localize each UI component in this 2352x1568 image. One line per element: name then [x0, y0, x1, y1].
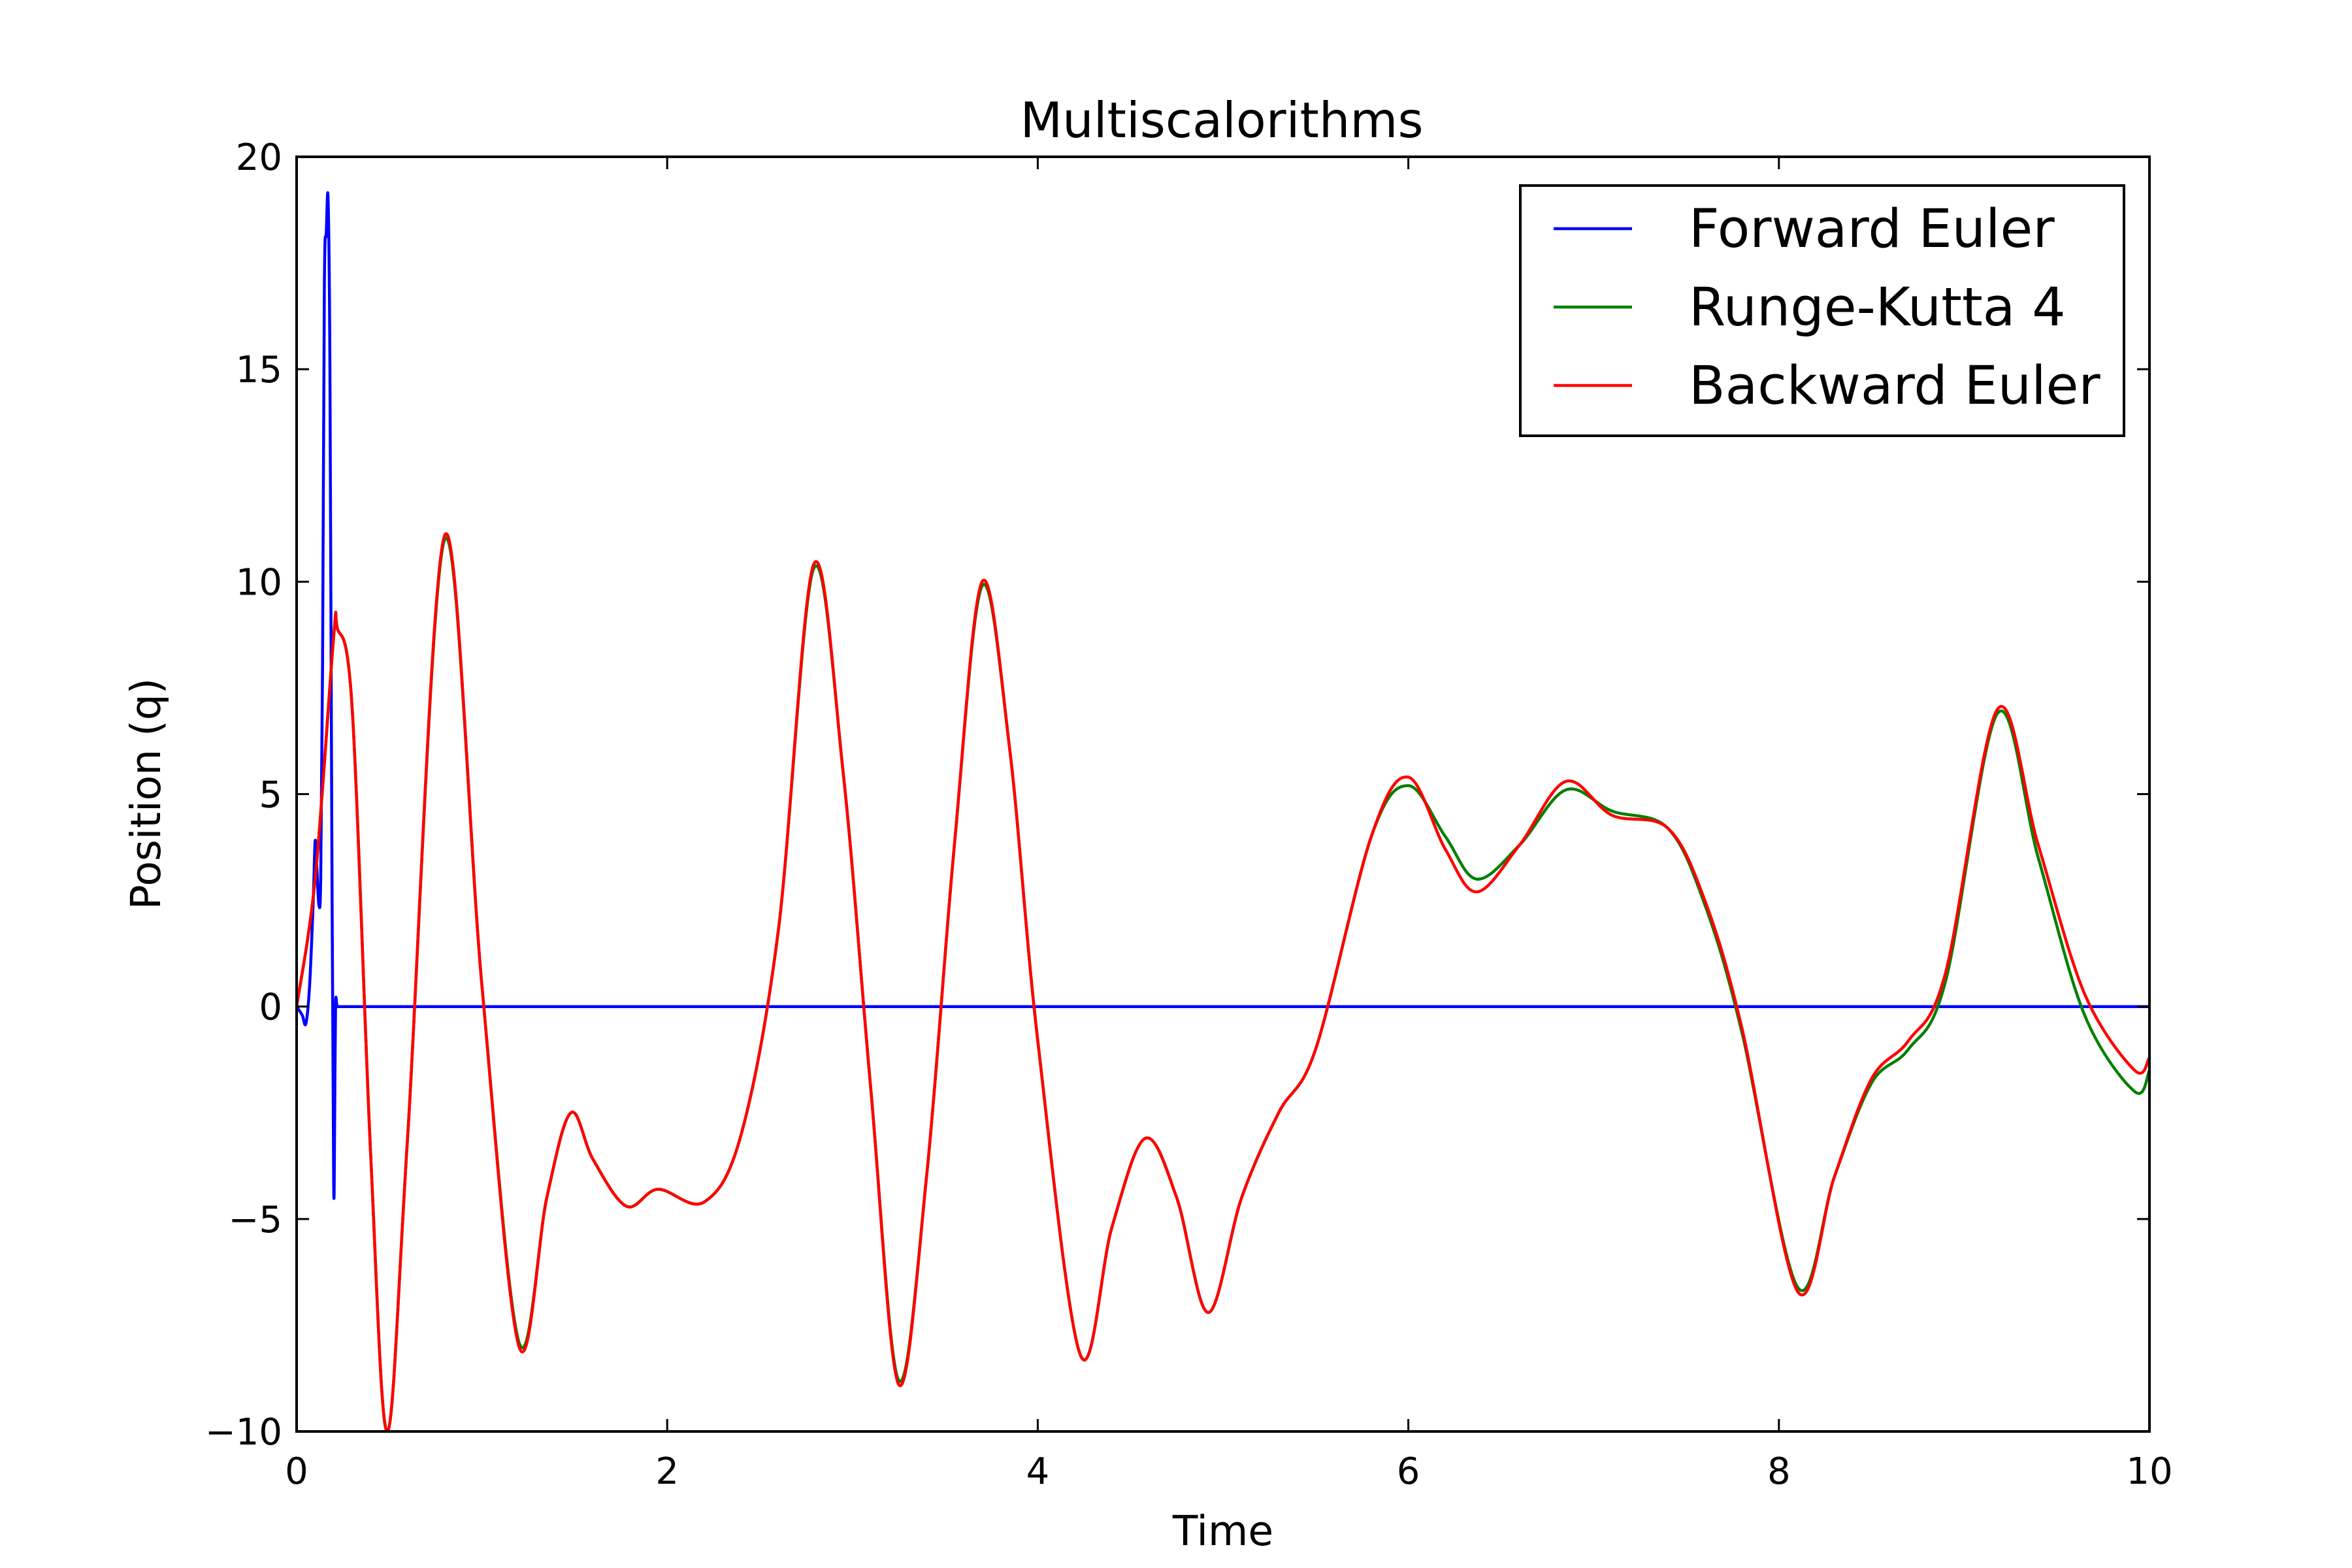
series-line-forward-euler: [297, 191, 2149, 1200]
legend-label-runge-kutta-4: Runge-Kutta 4: [1689, 277, 2066, 338]
x-axis-label: Time: [1172, 1507, 1273, 1555]
series-line-backward-euler: [297, 532, 2149, 1431]
legend-label-forward-euler: Forward Euler: [1689, 199, 2055, 260]
legend: Forward Euler Runge-Kutta 4 Backward Euler: [1519, 184, 2125, 437]
x-tick-label: 8: [1767, 1450, 1791, 1493]
y-tick-label: −5: [228, 1199, 282, 1241]
legend-label-backward-euler: Backward Euler: [1689, 355, 2100, 417]
axis-ticks: 0 2 4 6 8 10 −10 −5 0 5 10 15 20: [205, 137, 2173, 1493]
y-tick-label: 5: [259, 774, 282, 817]
y-tick-label: 20: [236, 137, 282, 179]
y-axis-label: Position (q): [122, 678, 170, 909]
x-tick-label: 2: [655, 1450, 679, 1493]
x-tick-label: 6: [1397, 1450, 1420, 1493]
x-tick-label: 0: [285, 1450, 308, 1493]
x-tick-label: 10: [2126, 1450, 2172, 1493]
series-lines: [297, 191, 2149, 1431]
x-tick-label: 4: [1026, 1450, 1050, 1493]
chart-title: Multiscalorithms: [1020, 91, 1423, 149]
y-tick-label: 10: [236, 561, 282, 604]
y-tick-label: 15: [236, 349, 282, 391]
y-tick-label: −10: [205, 1411, 282, 1454]
y-tick-label: 0: [259, 987, 282, 1029]
